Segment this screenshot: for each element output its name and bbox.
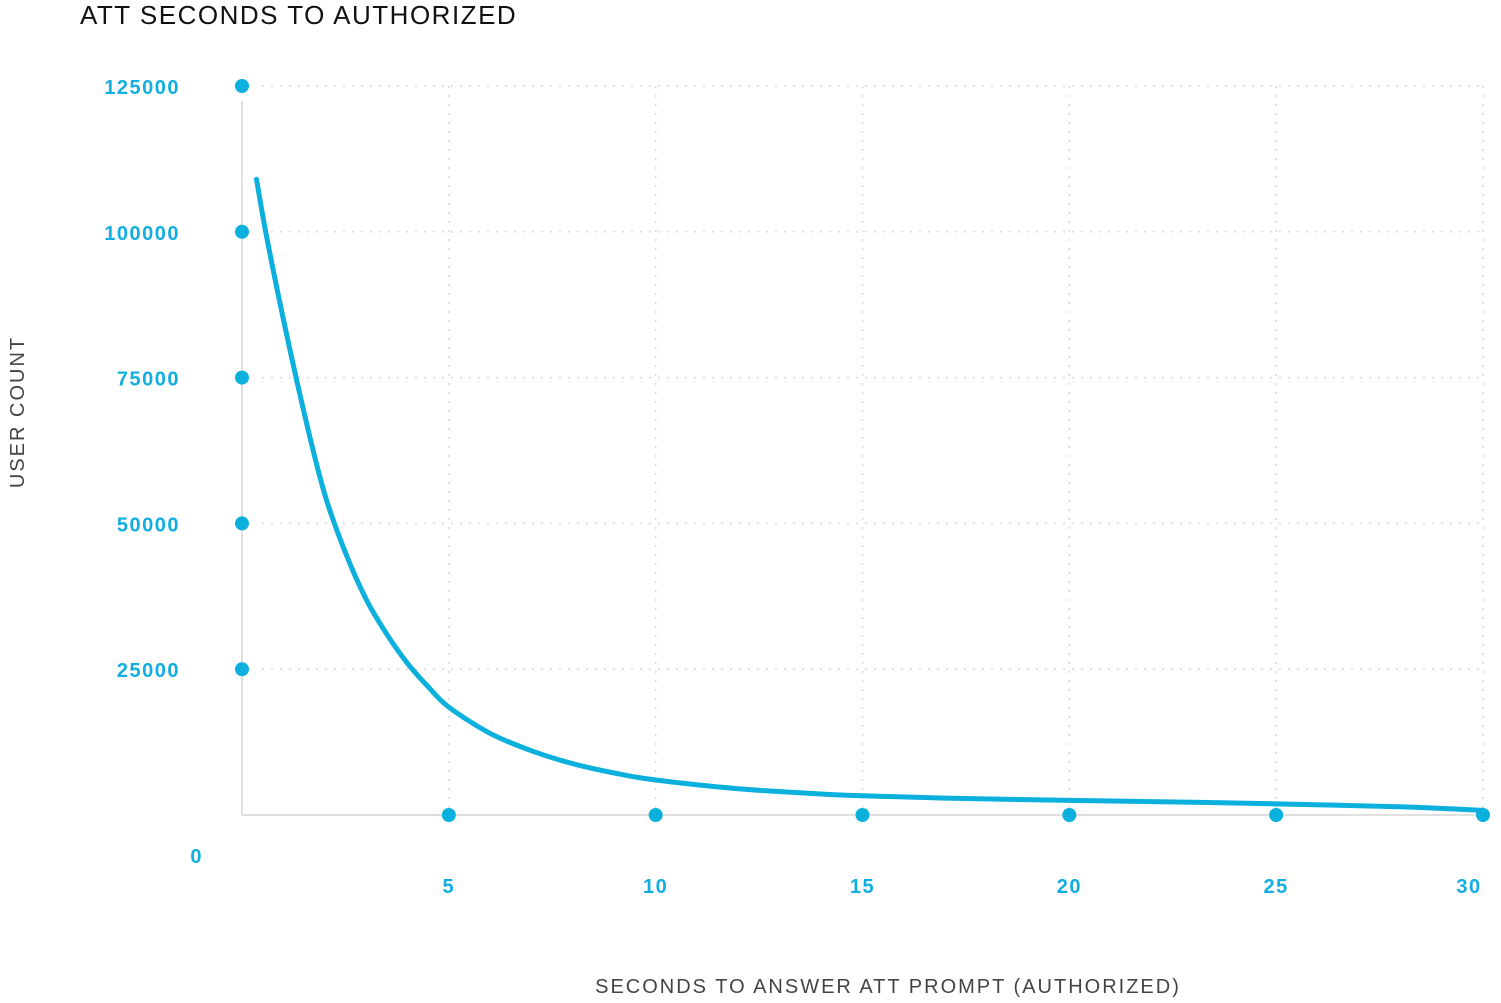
trend-curve-layer <box>254 176 1486 813</box>
data-point <box>855 808 870 822</box>
y-tick-label: 25000 <box>117 660 180 682</box>
y-tick-label: 100000 <box>104 223 180 245</box>
x-tick-label: 5 <box>443 876 456 898</box>
data-points <box>235 79 1490 822</box>
data-point <box>648 808 663 822</box>
y-tick-label: 75000 <box>117 369 180 391</box>
data-point <box>235 224 249 239</box>
y-tick-label: 125000 <box>104 77 180 99</box>
grid <box>262 85 1484 815</box>
x-tick-label: 25 <box>1264 876 1289 898</box>
x-axis-label: SECONDS TO ANSWER ATT PROMPT (AUTHORIZED… <box>595 976 1181 998</box>
data-point <box>1476 808 1490 822</box>
data-point <box>235 662 249 677</box>
data-point <box>441 808 456 822</box>
data-point <box>235 79 249 93</box>
data-point <box>235 370 249 385</box>
x-tick-label: 20 <box>1057 876 1082 898</box>
data-point <box>235 516 249 531</box>
x-tick-label: 30 <box>1456 876 1481 898</box>
data-point <box>1062 808 1077 822</box>
y-tick-label: 0 <box>190 846 203 868</box>
chart-title: ATT SECONDS TO AUTHORIZED <box>80 0 518 30</box>
x-tick-label: 15 <box>850 876 875 898</box>
x-tick-label: 10 <box>643 876 668 898</box>
y-tick-label: 50000 <box>117 514 180 536</box>
data-point <box>1269 808 1284 822</box>
y-axis-label: USER COUNT <box>7 335 29 489</box>
trend-curve <box>254 176 1486 813</box>
tick-labels: 125000 100000 75000 50000 25000 0 5 10 15 20 25 30 <box>104 77 1481 898</box>
